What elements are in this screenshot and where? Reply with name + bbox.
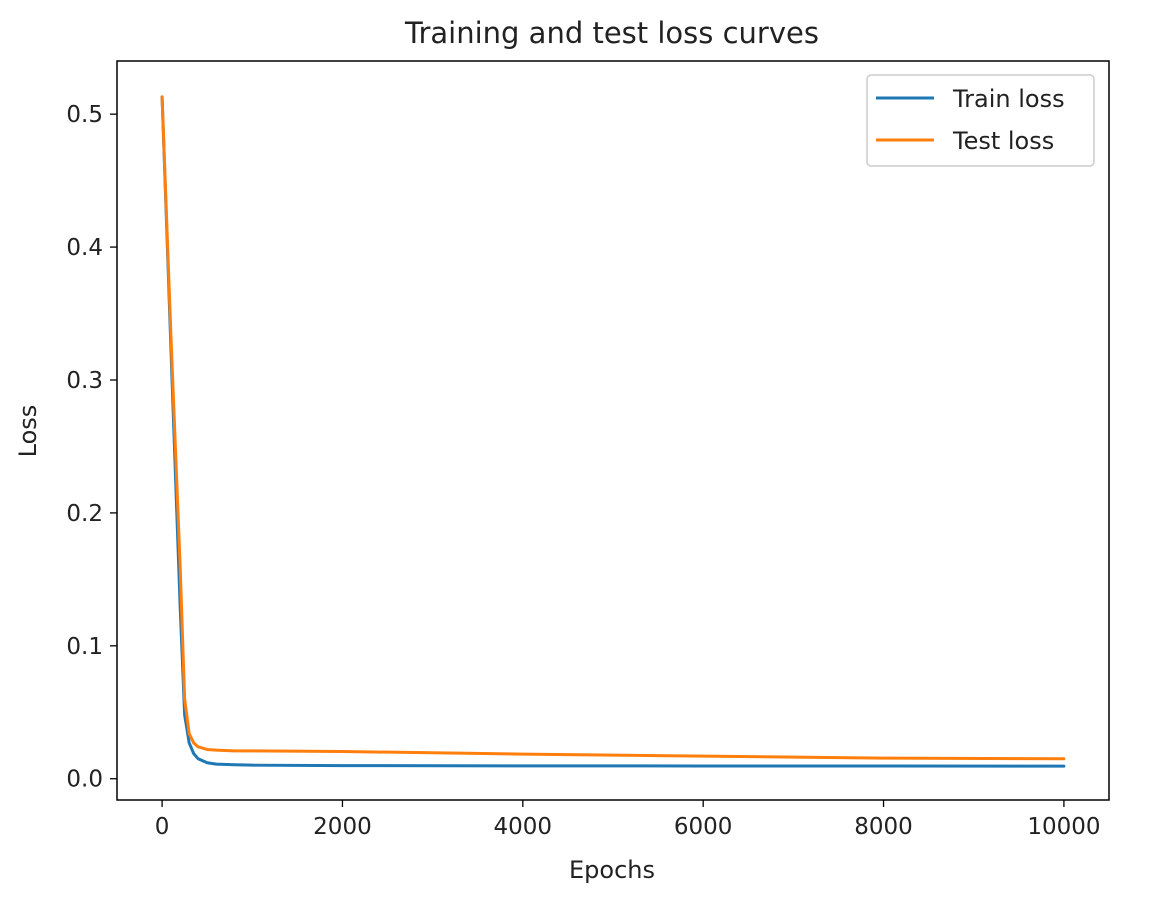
y-tick-label: 0.1 <box>66 634 103 660</box>
y-tick-label: 0.4 <box>66 235 103 261</box>
y-tick-label: 0.0 <box>66 767 103 793</box>
x-tick-label: 2000 <box>313 814 372 840</box>
y-axis: 0.0 0.1 0.2 0.3 0.4 0.5 <box>66 102 117 793</box>
series-layer <box>160 95 1066 768</box>
x-tick-label: 8000 <box>854 814 913 840</box>
test-loss-line <box>160 95 1066 761</box>
y-tick-label: 0.3 <box>66 368 103 394</box>
x-tick-label: 6000 <box>674 814 733 840</box>
legend-label-test-loss: Test loss <box>952 127 1054 155</box>
legend: Train loss Test loss <box>866 74 1095 167</box>
y-tick-label: 0.5 <box>66 102 103 128</box>
x-axis: 0 2000 4000 6000 8000 10000 <box>155 800 1100 840</box>
y-axis-title: Loss <box>14 405 42 458</box>
plot-area <box>116 60 1110 801</box>
x-axis-title: Epochs <box>569 856 655 884</box>
x-tick-label: 4000 <box>494 814 553 840</box>
chart-title: Training and test loss curves <box>404 16 819 50</box>
x-tick-label: 0 <box>155 814 170 840</box>
y-tick-label: 0.2 <box>66 501 103 527</box>
x-tick-label: 10000 <box>1027 814 1100 840</box>
legend-label-train-loss: Train loss <box>952 85 1065 113</box>
